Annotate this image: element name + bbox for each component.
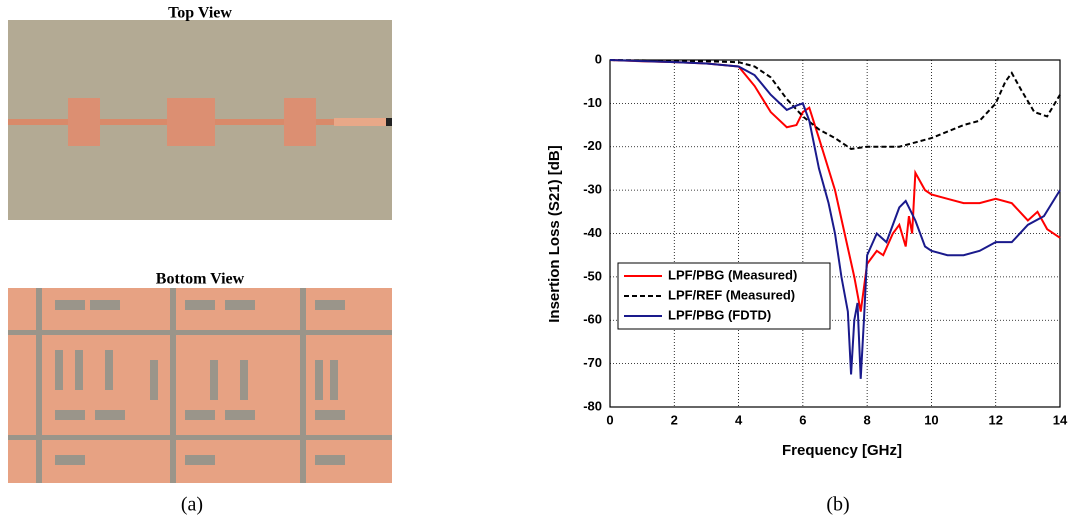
x-tick-label: 6: [799, 412, 806, 427]
x-axis-title: Frequency [GHz]: [782, 442, 902, 459]
caption: (a): [181, 494, 203, 516]
series-line: [609, 59, 1061, 150]
y-tick-label: -30: [583, 182, 602, 197]
x-tick-label: 2: [671, 412, 678, 427]
y-tick-label: -50: [583, 268, 602, 283]
y-tick-label: -20: [583, 138, 602, 153]
bottom-view-photo: [8, 288, 392, 483]
plot-frame: [609, 59, 1061, 408]
x-tick-label: 0: [606, 412, 613, 427]
x-tick-label: 14: [1053, 412, 1068, 427]
top-view-photo: [8, 20, 392, 220]
caption: (b): [826, 494, 849, 516]
y-tick-label: -80: [583, 398, 602, 413]
y-tick-label: -70: [583, 355, 602, 370]
y-tick-label: -60: [583, 312, 602, 327]
top-view-title: Top View: [168, 5, 232, 22]
legend-box: [617, 262, 831, 330]
y-axis-title: Insertion Loss (S21) [dB]: [546, 145, 563, 323]
series-line: [609, 59, 1061, 379]
x-tick-label: 10: [924, 412, 938, 427]
y-tick-label: -10: [583, 95, 602, 110]
x-tick-label: 12: [988, 412, 1002, 427]
legend-label: LPF/PBG (Measured): [668, 267, 797, 282]
legend-label: LPF/PBG (FDTD): [668, 307, 771, 322]
x-tick-label: 8: [864, 412, 871, 427]
y-tick-label: -40: [583, 225, 602, 240]
bottom-view-title: Bottom View: [156, 271, 245, 288]
y-tick-label: 0: [595, 51, 602, 66]
series-line: [609, 59, 1061, 312]
legend-label: LPF/REF (Measured): [668, 287, 795, 302]
x-tick-label: 4: [735, 412, 743, 427]
